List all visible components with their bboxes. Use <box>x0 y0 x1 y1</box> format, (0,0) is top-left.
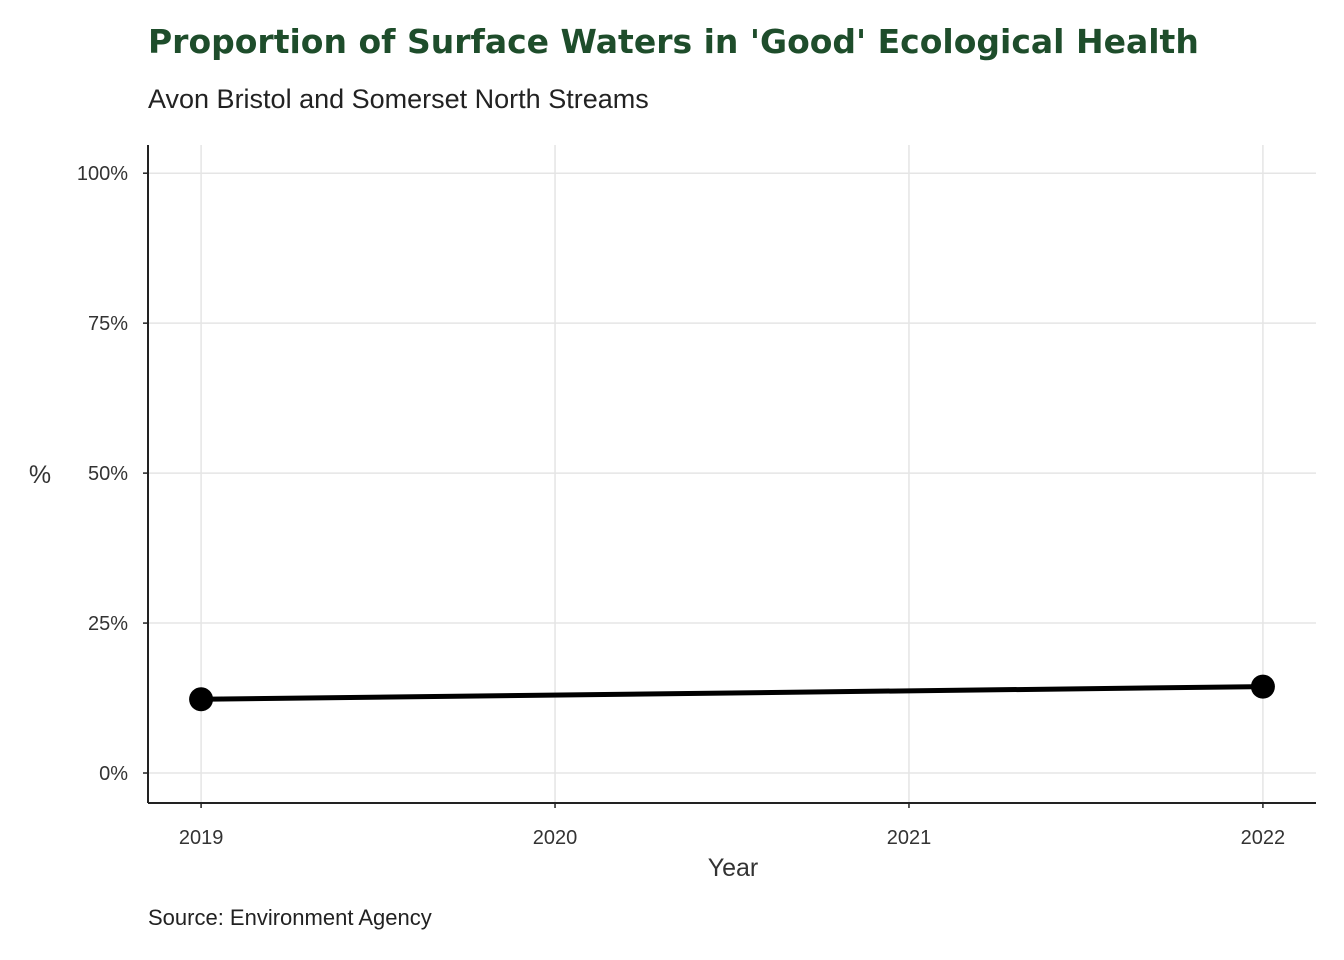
y-axis-title: % <box>29 461 51 489</box>
series-line <box>201 684 1263 702</box>
chart-subtitle: Avon Bristol and Somerset North Streams <box>148 84 649 114</box>
chart-title: Proportion of Surface Waters in 'Good' E… <box>148 22 1199 61</box>
x-tick-label: 2021 <box>887 827 932 849</box>
y-tick-label: 100% <box>77 163 128 185</box>
x-axis-title: Year <box>708 854 759 882</box>
y-tick-label: 75% <box>88 313 128 335</box>
chart-caption: Source: Environment Agency <box>148 905 432 930</box>
data-point <box>189 687 214 712</box>
x-tick-label: 2020 <box>533 827 578 849</box>
x-tick-label: 2019 <box>179 827 224 849</box>
y-tick-label: 0% <box>99 763 128 785</box>
x-tick-label: 2022 <box>1241 827 1286 849</box>
y-tick-label: 25% <box>88 613 128 635</box>
y-tick-label: 50% <box>88 463 128 485</box>
data-point <box>1250 674 1275 699</box>
